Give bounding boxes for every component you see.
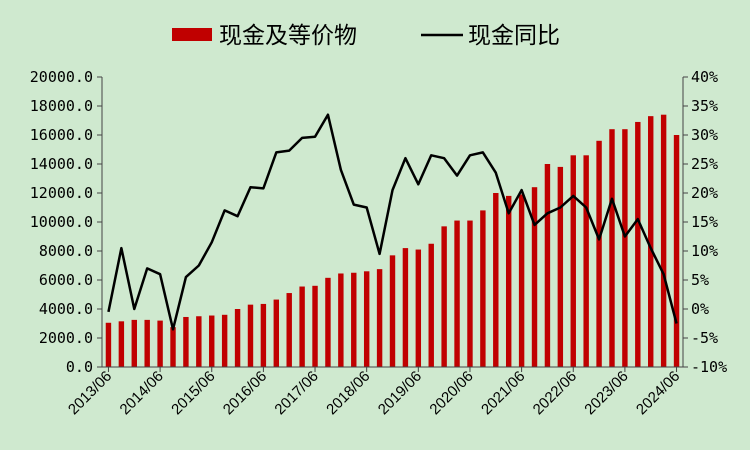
x-tick-label: 2022/06 bbox=[530, 368, 580, 418]
x-tick-label: 2014/06 bbox=[117, 368, 167, 418]
x-tick-label: 2020/06 bbox=[426, 368, 476, 418]
x-tick-label: 2021/06 bbox=[478, 368, 528, 418]
bar bbox=[622, 129, 628, 367]
right-tick-label: 5% bbox=[691, 271, 709, 289]
legend: 现金及等价物 现金同比 bbox=[172, 23, 560, 49]
x-tick-label: 2016/06 bbox=[220, 368, 270, 418]
bar bbox=[415, 249, 422, 367]
x-axis-ticks: 2013/06 2014/06 2015/06 2016/06 2017/06 2018/… bbox=[65, 367, 683, 418]
bar bbox=[505, 195, 512, 367]
right-tick-label: 25% bbox=[691, 155, 718, 173]
legend-line-label: 现金同比 bbox=[468, 23, 560, 49]
right-tick-label: 0% bbox=[691, 300, 709, 318]
x-tick-label: 2015/06 bbox=[168, 368, 218, 418]
bar bbox=[234, 309, 241, 367]
left-tick-label: 0.0 bbox=[66, 358, 93, 376]
bar bbox=[299, 286, 305, 367]
left-tick-label: 10000.0 bbox=[30, 213, 93, 231]
bar bbox=[312, 285, 318, 367]
left-tick-label: 8000.0 bbox=[39, 242, 93, 260]
line-series-yoy bbox=[107, 113, 678, 331]
x-tick-label: 2023/06 bbox=[581, 368, 631, 418]
bar bbox=[170, 327, 176, 368]
bar bbox=[221, 314, 228, 367]
right-tick-label: 10% bbox=[691, 242, 718, 260]
left-tick-label: 16000.0 bbox=[30, 126, 93, 144]
bar bbox=[338, 273, 344, 367]
bar bbox=[402, 248, 409, 367]
bar bbox=[635, 121, 641, 367]
bar bbox=[183, 316, 189, 367]
bar bbox=[376, 269, 383, 368]
right-tick-label: 30% bbox=[691, 126, 718, 144]
bar bbox=[363, 271, 370, 367]
bar bbox=[583, 155, 589, 367]
bar bbox=[351, 272, 357, 367]
left-tick-label: 14000.0 bbox=[30, 155, 93, 173]
x-tick-label: 2019/06 bbox=[375, 368, 425, 418]
right-tick-label: 20% bbox=[691, 184, 718, 202]
bar bbox=[518, 194, 525, 367]
bar bbox=[105, 322, 112, 367]
bar bbox=[531, 187, 538, 367]
legend-bar-swatch bbox=[172, 28, 212, 41]
bar bbox=[596, 140, 602, 367]
bar bbox=[196, 316, 202, 367]
bar bbox=[286, 293, 292, 367]
bar-series bbox=[105, 114, 680, 368]
bar bbox=[454, 220, 460, 367]
left-tick-label: 18000.0 bbox=[30, 97, 93, 115]
left-tick-label: 20000.0 bbox=[30, 68, 93, 86]
bar bbox=[273, 299, 280, 367]
bar bbox=[441, 226, 447, 367]
left-tick-label: 2000.0 bbox=[39, 329, 93, 347]
bar bbox=[557, 166, 564, 367]
bar bbox=[260, 303, 267, 367]
bar bbox=[570, 155, 576, 367]
bar bbox=[493, 193, 499, 367]
bar bbox=[209, 315, 215, 367]
x-tick-label: 2017/06 bbox=[271, 368, 321, 418]
right-tick-label: -5% bbox=[691, 329, 718, 347]
right-tick-label: 15% bbox=[691, 213, 718, 231]
bar bbox=[544, 164, 551, 367]
x-tick-label: 2018/06 bbox=[323, 368, 373, 418]
right-tick-label: 40% bbox=[691, 68, 718, 86]
left-tick-label: 6000.0 bbox=[39, 271, 93, 289]
bar bbox=[428, 243, 434, 367]
bar bbox=[467, 220, 473, 367]
bar bbox=[609, 129, 615, 367]
legend-bar-label: 现金及等价物 bbox=[219, 23, 357, 49]
bar bbox=[144, 319, 150, 368]
bar bbox=[157, 320, 163, 367]
right-axis-ticks: -10% -5% 0% 5% 10% 15% 20% 25% 30% 35% 40% bbox=[683, 68, 727, 376]
bar bbox=[648, 116, 654, 368]
bar bbox=[118, 321, 125, 367]
right-tick-label: -10% bbox=[691, 358, 727, 376]
bar bbox=[660, 114, 667, 367]
x-tick-label: 2024/06 bbox=[633, 368, 683, 418]
bar bbox=[131, 319, 137, 368]
bar bbox=[480, 210, 486, 367]
left-axis-ticks: 0.0 2000.0 4000.0 6000.0 8000.0 10000.0 12000.… bbox=[30, 68, 102, 376]
left-tick-label: 12000.0 bbox=[30, 184, 93, 202]
right-tick-label: 35% bbox=[691, 97, 718, 115]
bar bbox=[247, 304, 254, 367]
left-tick-label: 4000.0 bbox=[39, 300, 93, 318]
bar bbox=[325, 277, 331, 367]
bar bbox=[673, 135, 680, 367]
bar bbox=[389, 255, 396, 367]
